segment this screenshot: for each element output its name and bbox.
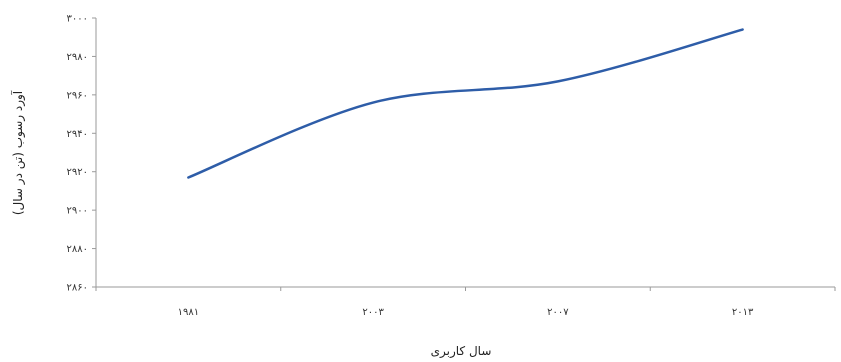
series-layer	[187, 28, 744, 179]
y-tick-label: ۲۹۴۰	[67, 129, 88, 140]
y-tick-label: ۲۹۶۰	[67, 90, 88, 101]
x-tick-label: ۲۰۱۳	[732, 307, 754, 318]
y-axis-label: آورد رسوب (تن در سال)	[10, 90, 26, 215]
x-tick-label: ۲۰۰۷	[547, 307, 569, 318]
x-axis-label: سال کاربری	[431, 344, 492, 359]
y-tick-label: ۲۹۸۰	[67, 52, 88, 63]
y-tick-label: ۲۹۲۰	[67, 167, 88, 178]
y-tick-label: ۲۹۰۰	[67, 206, 88, 217]
y-tick-label: ۲۸۶۰	[67, 283, 88, 294]
y-tick-label: ۳۰۰۰	[67, 14, 88, 25]
x-tick-label: ۲۰۰۳	[362, 307, 384, 318]
x-tick-label: ۱۹۸۱	[178, 307, 199, 318]
x-axis-ticks: ۱۹۸۱ ۲۰۰۳ ۲۰۰۷ ۲۰۱۳	[95, 287, 836, 318]
series-line	[187, 28, 744, 179]
y-axis-ticks: ۲۸۶۰ ۲۸۸۰ ۲۹۰۰ ۲۹۲۰ ۲۹۴۰ ۲۹۶۰ ۲۹۸۰ ۳۰۰۰	[67, 14, 96, 294]
chart-axes	[95, 18, 835, 288]
y-tick-label: ۲۸۸۰	[67, 244, 88, 255]
